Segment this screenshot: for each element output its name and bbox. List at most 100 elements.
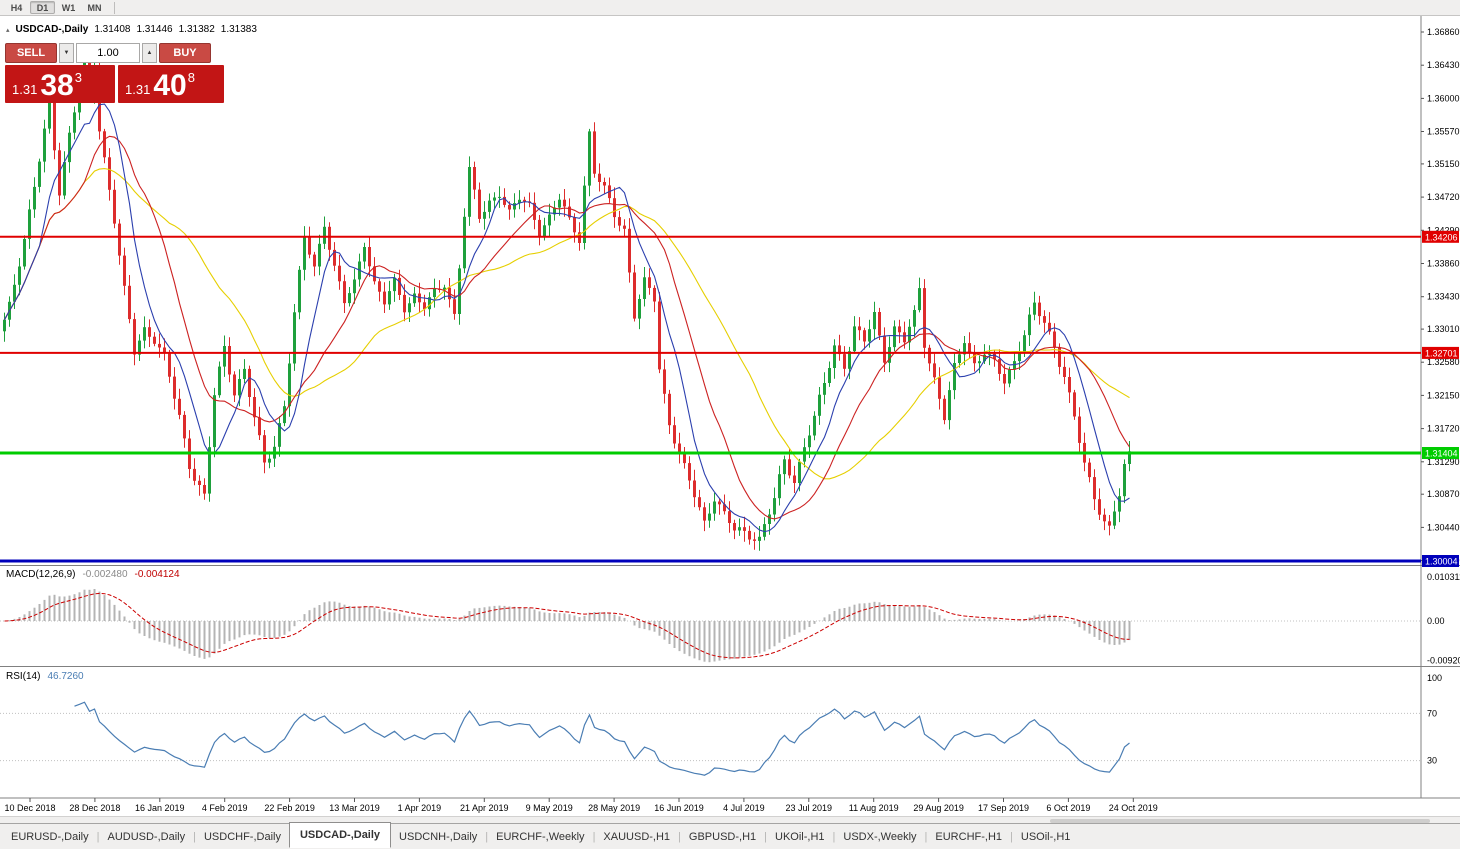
tab-xauusd-h1[interactable]: XAUUSD-,H1 xyxy=(603,830,671,843)
period-toolbar: H4 D1 W1 MN xyxy=(0,0,1460,16)
period-button-w1[interactable]: W1 xyxy=(61,3,76,13)
tab-separator: | xyxy=(485,830,489,843)
svg-text:11 Aug 2019: 11 Aug 2019 xyxy=(849,803,899,813)
one-click-trade-panel: SELL ▼ ▲ BUY 1.31 38 3 1.31 40 8 xyxy=(5,43,227,103)
svg-text:1.35570: 1.35570 xyxy=(1427,127,1460,137)
svg-text:1.30004: 1.30004 xyxy=(1425,557,1458,567)
period-button-h4[interactable]: H4 xyxy=(10,3,23,13)
tab-usdcad-daily[interactable]: USDCAD-,Daily xyxy=(288,822,392,848)
horizontal-scrollbar[interactable] xyxy=(0,816,1460,823)
svg-text:9 May 2019: 9 May 2019 xyxy=(526,803,573,813)
svg-text:1.36000: 1.36000 xyxy=(1427,93,1460,103)
tab-separator: | xyxy=(96,830,100,843)
svg-text:6 Oct 2019: 6 Oct 2019 xyxy=(1046,803,1090,813)
tab-usdchf-daily[interactable]: USDCHF-,Daily xyxy=(203,830,281,843)
svg-text:-0.009203: -0.009203 xyxy=(1427,655,1460,665)
chart-frame xyxy=(0,16,1460,799)
volume-decrement-icon[interactable]: ▼ xyxy=(59,43,74,63)
period-button-d1[interactable]: D1 xyxy=(30,1,55,14)
date-axis[interactable]: 10 Dec 2018 28 Dec 2018 16 Jan 2019 4 Feb 2… xyxy=(4,798,1158,813)
svg-text:24 Oct 2019: 24 Oct 2019 xyxy=(1109,803,1158,813)
svg-text:17 Sep 2019: 17 Sep 2019 xyxy=(978,803,1029,813)
tab-eurchf-weekly[interactable]: EURCHF-,Weekly xyxy=(496,830,585,843)
svg-text:1.34290: 1.34290 xyxy=(1427,225,1460,235)
price-chart-canvas[interactable]: 1.36860 1.36430 1.36000 1.35570 1.35150 1.347… xyxy=(0,16,1460,816)
svg-text:1.33010: 1.33010 xyxy=(1427,324,1460,334)
moving-averages xyxy=(4,103,1130,533)
svg-text:1.30440: 1.30440 xyxy=(1427,522,1460,532)
collapse-arrow-icon[interactable]: ▴ xyxy=(6,26,10,34)
chart-window: 1.36860 1.36430 1.36000 1.35570 1.35150 1.347… xyxy=(0,16,1460,816)
tab-separator: | xyxy=(592,830,596,843)
volume-increment-icon[interactable]: ▲ xyxy=(142,43,157,63)
tab-gbpusd-h1[interactable]: GBPUSD-,H1 xyxy=(688,830,757,843)
tab-separator: | xyxy=(678,830,681,843)
price-axis[interactable]: 1.36860 1.36430 1.36000 1.35570 1.35150 1.347… xyxy=(1421,27,1460,566)
tab-separator: | xyxy=(832,830,836,843)
toolbar-separator xyxy=(114,1,115,14)
svg-text:1.32580: 1.32580 xyxy=(1427,357,1460,367)
svg-text:21 Apr 2019: 21 Apr 2019 xyxy=(460,803,509,813)
chart-tab-bar: EURUSD-,Daily | AUDUSD-,Daily | USDCHF-,Dail… xyxy=(0,822,1460,849)
buy-button[interactable]: BUY xyxy=(159,43,211,63)
svg-text:13 Mar 2019: 13 Mar 2019 xyxy=(329,803,380,813)
tab-audusd-daily[interactable]: AUDUSD-,Daily xyxy=(107,830,186,843)
scrollbar-thumb[interactable] xyxy=(1050,819,1430,823)
quote-high: 1.31446 xyxy=(136,24,173,35)
macd-panel: 0.010311 0.00 -0.009203 xyxy=(0,572,1460,665)
tab-usdx-weekly[interactable]: USDX-,Weekly xyxy=(843,830,917,843)
sell-button[interactable]: SELL xyxy=(5,43,57,63)
macd-indicator-label: MACD(12,26,9) -0.002480 -0.004124 xyxy=(6,569,180,580)
svg-text:1.36860: 1.36860 xyxy=(1427,27,1460,37)
volume-input[interactable] xyxy=(76,43,140,63)
tab-separator: | xyxy=(193,830,196,843)
svg-text:29 Aug 2019: 29 Aug 2019 xyxy=(913,803,964,813)
svg-text:1.31404: 1.31404 xyxy=(1425,449,1458,459)
svg-text:0.00: 0.00 xyxy=(1427,616,1445,626)
svg-text:1.33430: 1.33430 xyxy=(1427,292,1460,302)
svg-text:1.34206: 1.34206 xyxy=(1425,232,1458,242)
sell-price-box[interactable]: 1.31 38 3 xyxy=(5,65,115,103)
svg-text:70: 70 xyxy=(1427,708,1437,718)
svg-text:28 May 2019: 28 May 2019 xyxy=(588,803,640,813)
rsi-name: RSI(14) xyxy=(6,671,41,682)
quote-close: 1.31383 xyxy=(220,24,257,35)
svg-text:1.34720: 1.34720 xyxy=(1427,192,1460,202)
svg-text:16 Jan 2019: 16 Jan 2019 xyxy=(135,803,185,813)
svg-text:16 Jun 2019: 16 Jun 2019 xyxy=(654,803,704,813)
tab-eurusd-daily[interactable]: EURUSD-,Daily xyxy=(11,830,89,843)
quote-header: ▴ USDCAD-,Daily 1.31408 1.31446 1.31382 … xyxy=(6,24,257,35)
rsi-indicator-label: RSI(14) 46.7260 xyxy=(6,671,84,682)
tab-usdcnh-daily[interactable]: USDCNH-,Daily xyxy=(399,830,478,843)
horizontal-line-objects[interactable] xyxy=(0,235,1421,563)
svg-text:1.31720: 1.31720 xyxy=(1427,424,1460,434)
tab-usoil-h1[interactable]: USOil-,H1 xyxy=(1020,830,1071,843)
buy-price-small: 1.31 xyxy=(125,82,151,97)
macd-main-value: -0.002480 xyxy=(82,569,128,580)
sell-price-sup: 3 xyxy=(74,70,82,85)
buy-price-big: 40 xyxy=(153,69,187,102)
buy-price-box[interactable]: 1.31 40 8 xyxy=(118,65,224,103)
rsi-value: 46.7260 xyxy=(47,671,84,682)
symbol-name: USDCAD-,Daily xyxy=(15,24,89,35)
svg-text:22 Feb 2019: 22 Feb 2019 xyxy=(264,803,315,813)
tab-eurchf-h1[interactable]: EURCHF-,H1 xyxy=(935,830,1003,843)
rsi-panel: 100 70 30 xyxy=(0,673,1442,776)
svg-text:0.010311: 0.010311 xyxy=(1427,572,1460,582)
sell-price-big: 38 xyxy=(40,69,74,102)
svg-text:10 Dec 2018: 10 Dec 2018 xyxy=(4,803,55,813)
svg-text:100: 100 xyxy=(1427,673,1442,683)
svg-text:4 Feb 2019: 4 Feb 2019 xyxy=(202,803,248,813)
svg-text:1.33860: 1.33860 xyxy=(1427,259,1460,269)
svg-text:1.32150: 1.32150 xyxy=(1427,390,1460,400)
sell-price-small: 1.31 xyxy=(12,82,38,97)
svg-text:1.35150: 1.35150 xyxy=(1427,159,1460,169)
tab-separator: | xyxy=(1010,830,1013,843)
price-tags: 1.34206 1.32701 1.31404 1.30004 xyxy=(1422,230,1459,567)
period-button-mn[interactable]: MN xyxy=(87,3,102,13)
quote-low: 1.31382 xyxy=(178,24,215,35)
tab-ukoil-h1[interactable]: UKOil-,H1 xyxy=(775,830,825,843)
svg-text:23 Jul 2019: 23 Jul 2019 xyxy=(786,803,833,813)
candlesticks xyxy=(3,46,1131,551)
